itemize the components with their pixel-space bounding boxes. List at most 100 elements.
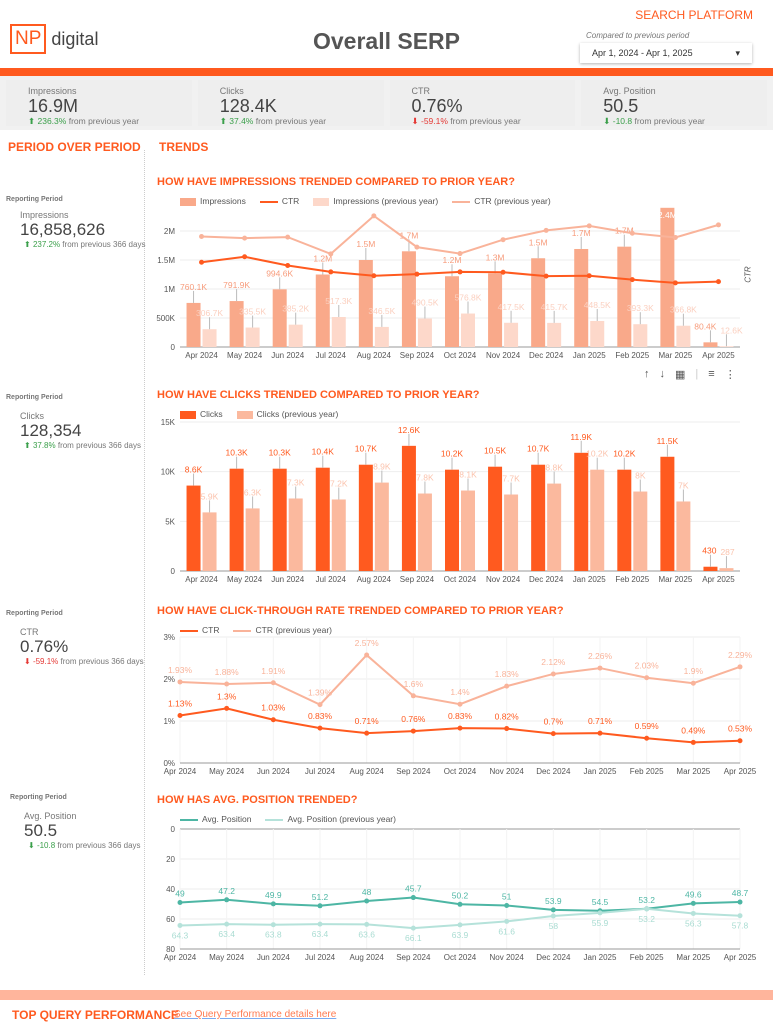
x-tick-label: Dec 2024 (529, 351, 564, 360)
data-label: 1.39% (308, 688, 333, 698)
legend-ctr[interactable]: CTR (180, 625, 219, 635)
data-label: 0.76% (401, 714, 426, 724)
data-point (317, 903, 323, 909)
x-tick-label: Nov 2024 (490, 767, 525, 776)
np-digital-logo: NP digital (10, 24, 98, 54)
data-label: 0.83% (448, 711, 473, 721)
query-performance-link[interactable]: See Query Performance details here (174, 1009, 337, 1020)
data-point (224, 681, 230, 687)
avg-position-chart-legend: Avg. Position Avg. Position (previous ye… (180, 814, 396, 824)
data-point (317, 921, 323, 927)
legend-avg-position-prev[interactable]: Avg. Position (previous year) (265, 814, 396, 824)
bar (590, 469, 605, 571)
y-tick-label: 5K (165, 517, 175, 526)
arrow-up-icon: ⬆ (219, 116, 227, 126)
date-range-picker[interactable]: Apr 1, 2024 - Apr 1, 2025 ▾ (580, 43, 752, 63)
data-label: 1.83% (495, 669, 520, 679)
kpi-clicks: Clicks 128.4K ⬆ 37.4% from previous year (197, 80, 384, 127)
bar (703, 342, 718, 347)
bar (547, 322, 562, 347)
x-tick-label: Dec 2024 (536, 767, 571, 776)
data-label: 393.3K (627, 303, 654, 313)
data-label: 994.6K (266, 268, 293, 278)
x-tick-label: Aug 2024 (350, 767, 385, 776)
kpi-strip: Impressions 16.9M ⬆ 236.3% from previous y… (0, 76, 773, 130)
data-label: 58 (549, 921, 559, 931)
bar (617, 469, 632, 571)
data-point (364, 730, 370, 736)
metric-value: 0.76% (20, 637, 69, 656)
x-tick-label: Jun 2024 (271, 351, 304, 360)
x-tick-label: Sep 2024 (400, 575, 435, 584)
x-tick-label: Sep 2024 (400, 351, 435, 360)
data-point (177, 713, 183, 719)
data-label: 346.5K (368, 306, 395, 316)
data-point (270, 717, 276, 723)
bar (229, 468, 244, 571)
kpi-delta: ⬆ 37.4% from previous year (220, 116, 362, 127)
bar (288, 324, 303, 347)
x-tick-label: Oct 2024 (444, 953, 477, 962)
bar (331, 499, 346, 571)
data-point (543, 227, 549, 233)
bar (417, 318, 432, 347)
y-tick-label: 0% (163, 759, 175, 768)
metric-value: 16,858,626 (20, 220, 106, 239)
data-label: 1.3% (217, 691, 237, 701)
chart-toolbar: ↑ ↓ ▦ | ≡ ⋮ (644, 368, 736, 381)
trends-heading: TRENDS (159, 140, 209, 154)
data-label: 2.29% (728, 650, 753, 660)
legend-impressions-prev[interactable]: Impressions (previous year) (313, 196, 438, 206)
legend-avg-position[interactable]: Avg. Position (180, 814, 251, 824)
search-platform-link[interactable]: SEARCH PLATFORM (635, 8, 753, 22)
x-tick-label: Dec 2024 (529, 575, 564, 584)
data-label: 54.5 (592, 897, 609, 907)
legend-impressions[interactable]: Impressions (180, 196, 246, 206)
legend-clicks-prev[interactable]: Clicks (previous year) (236, 409, 338, 419)
more-options-icon[interactable]: ⋮ (724, 369, 736, 381)
data-point (690, 900, 696, 906)
sort-down-icon[interactable]: ↓ (659, 368, 666, 380)
data-label: 8.6K (185, 465, 203, 475)
data-label: 80.4K (694, 321, 717, 331)
data-label: 8K (635, 471, 646, 481)
data-point (285, 262, 291, 268)
data-label: 0.7% (544, 717, 564, 727)
data-point (364, 652, 370, 658)
data-label: 11.9K (570, 432, 592, 442)
legend-clicks[interactable]: Clicks (180, 409, 223, 419)
legend-ctr[interactable]: CTR (259, 196, 299, 206)
bar (245, 327, 260, 347)
metric-label: Impressions (20, 210, 69, 220)
x-tick-label: Jul 2024 (316, 351, 347, 360)
data-label: 335.5K (239, 307, 266, 317)
bar (547, 483, 562, 571)
kpi-label: Avg. Position (603, 86, 656, 96)
x-tick-label: Jan 2025 (573, 575, 606, 584)
bar (488, 466, 503, 571)
filter-icon[interactable]: ≡ (708, 368, 715, 380)
data-label: 7.7K (502, 474, 520, 484)
legend-ctr-prev[interactable]: CTR (previous year) (452, 196, 551, 206)
arrow-up-icon: ⬆ (24, 441, 31, 450)
data-point (504, 903, 510, 908)
kpi-delta: ⬇ -59.1% from previous year (412, 116, 554, 127)
data-label: 415.7K (541, 302, 568, 312)
x-tick-label: Feb 2025 (615, 351, 649, 360)
data-point (328, 251, 334, 257)
footer-divider (0, 990, 773, 1000)
data-point (629, 277, 635, 283)
x-tick-label: Aug 2024 (357, 575, 392, 584)
legend-ctr-prev[interactable]: CTR (previous year) (233, 625, 332, 635)
sort-up-icon[interactable]: ↑ (644, 368, 650, 380)
data-point (199, 233, 205, 239)
data-label: 10.4K (312, 447, 335, 457)
data-point (242, 254, 248, 260)
bar (574, 248, 589, 347)
data-point (177, 922, 183, 928)
chart-insight-icon[interactable]: ▦ (675, 369, 686, 381)
data-label: 10.7K (527, 444, 550, 454)
data-point (410, 728, 416, 734)
x-tick-label: May 2024 (209, 953, 245, 962)
data-label: 63.6 (358, 929, 375, 939)
